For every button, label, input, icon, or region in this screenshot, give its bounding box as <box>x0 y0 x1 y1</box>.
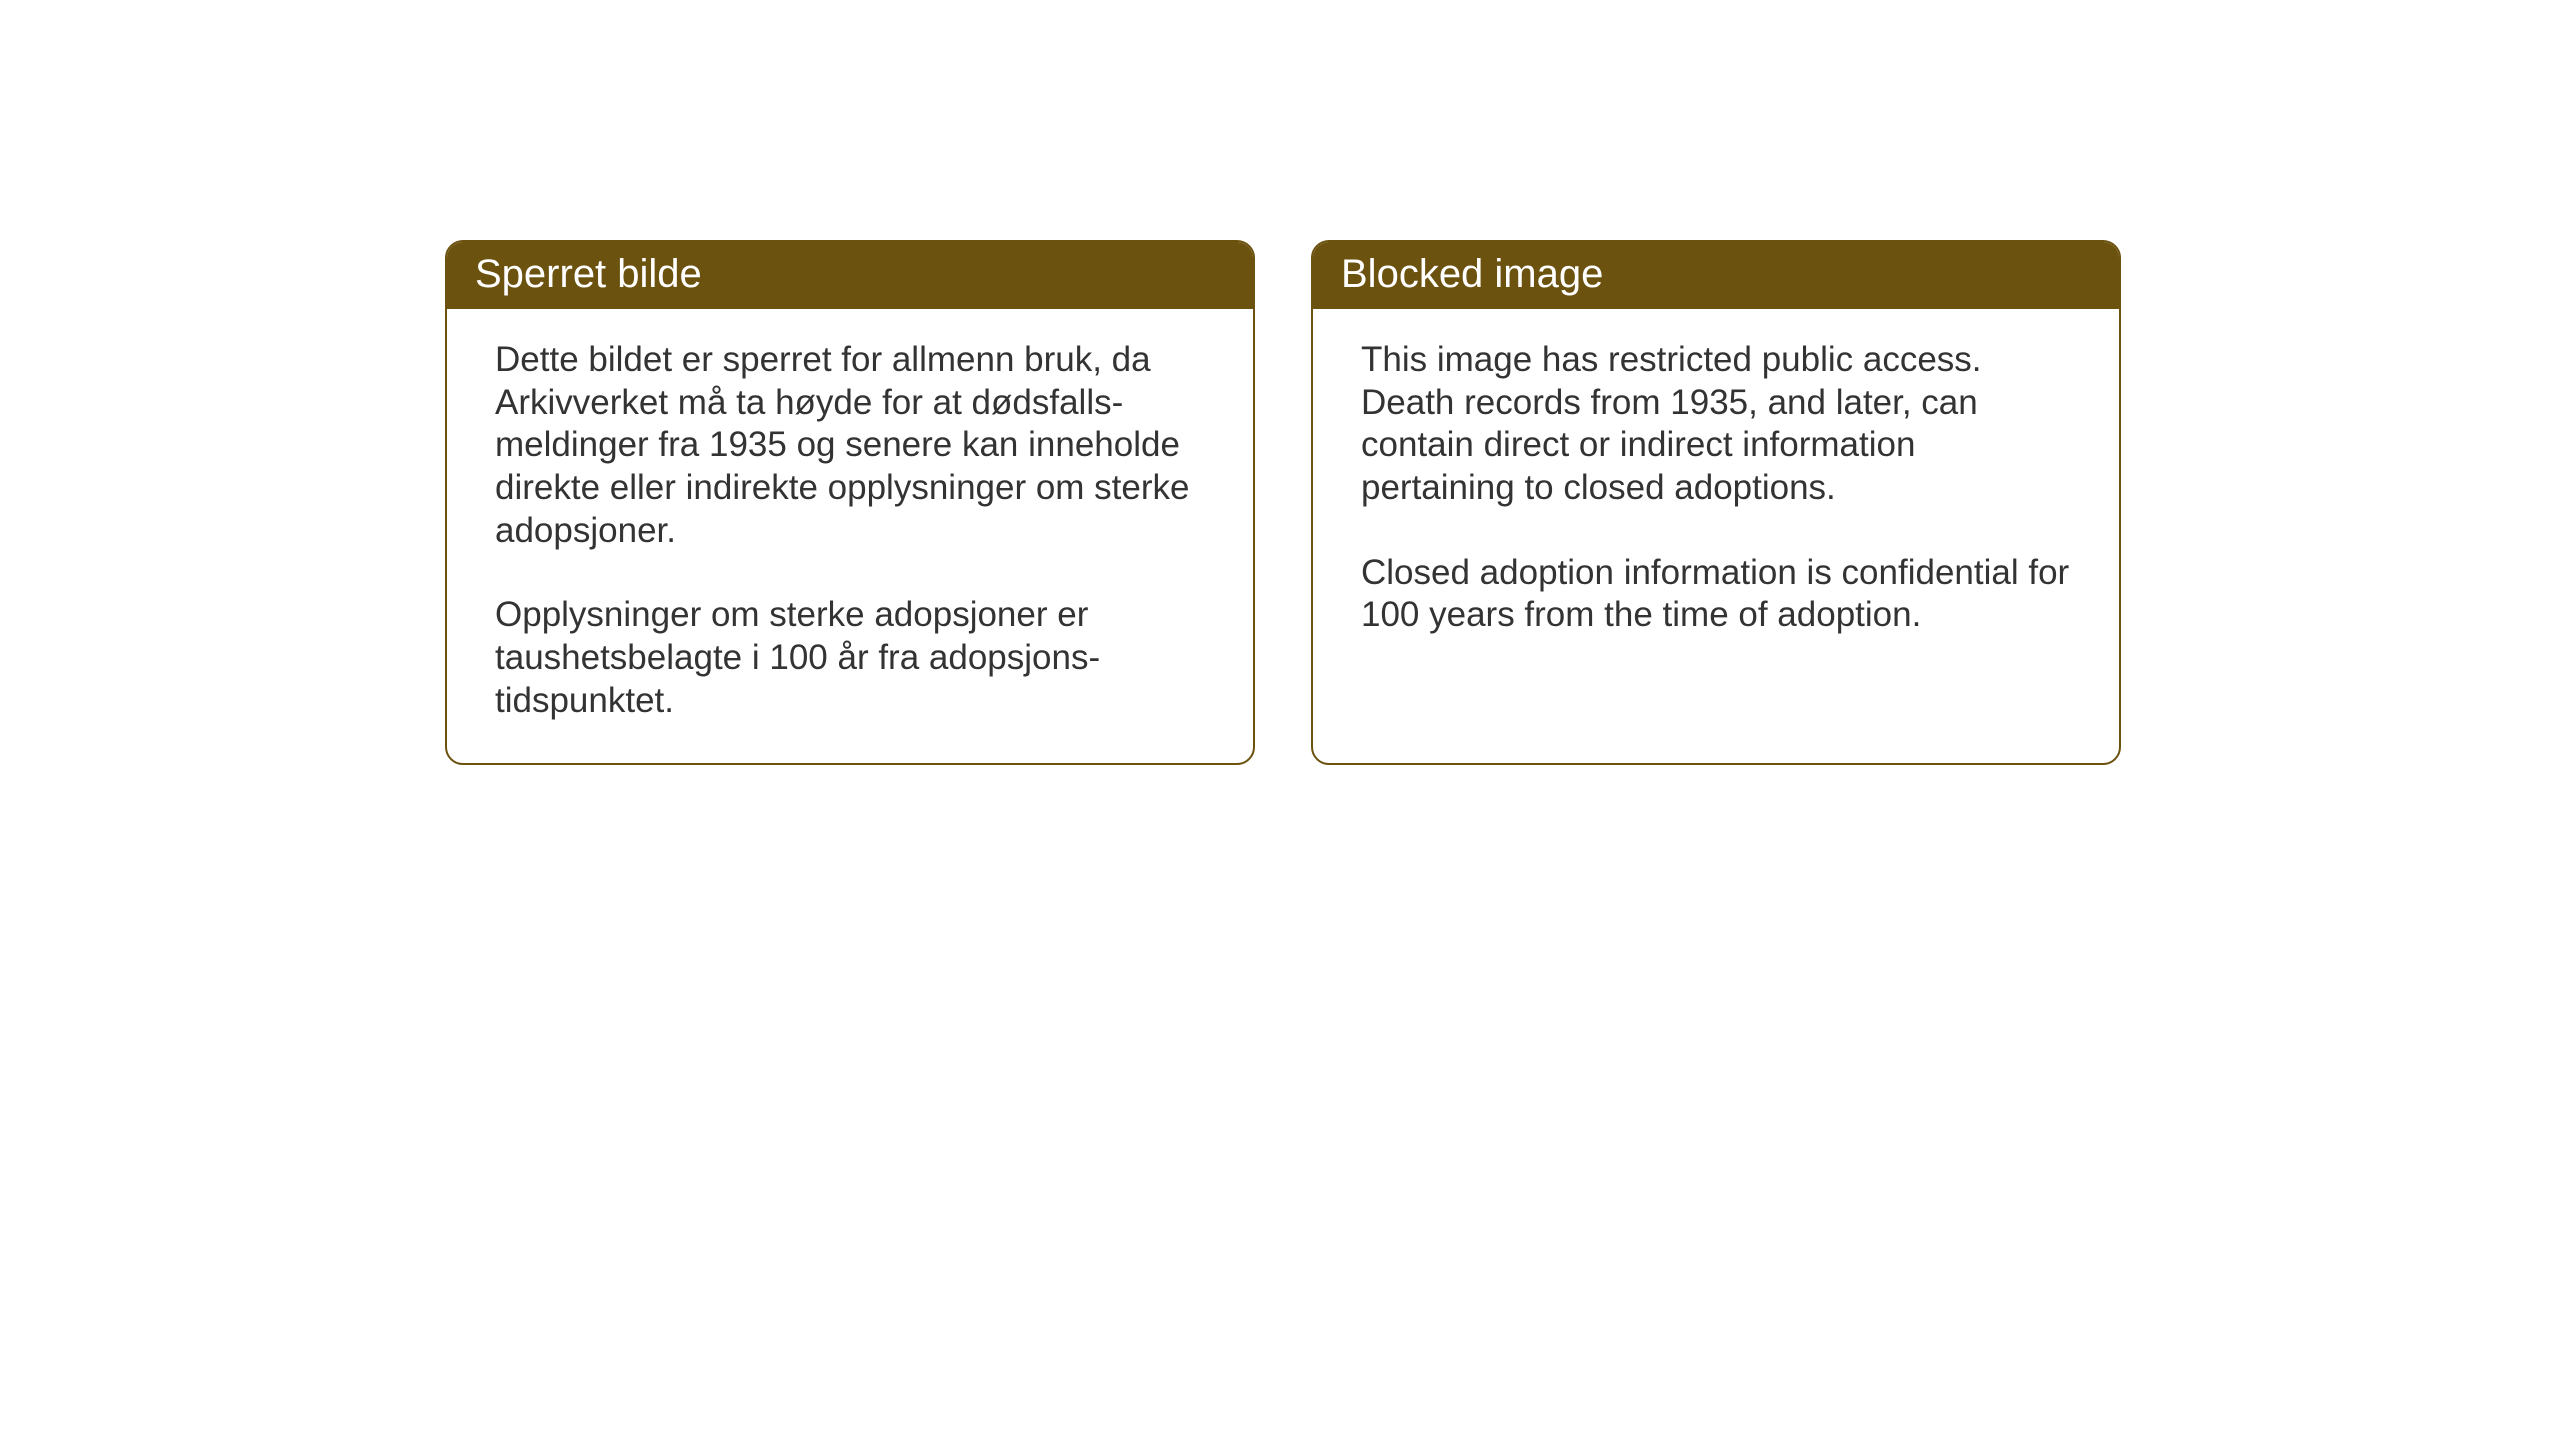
card-english-para2: Closed adoption information is confident… <box>1361 552 2075 637</box>
card-norwegian-header: Sperret bilde <box>447 242 1253 309</box>
card-english-para1: This image has restricted public access.… <box>1361 339 2075 510</box>
card-norwegian-body: Dette bildet er sperret for allmenn bruk… <box>447 309 1253 763</box>
card-norwegian-title: Sperret bilde <box>475 252 702 296</box>
card-norwegian-para2: Opplysninger om sterke adopsjoner er tau… <box>495 594 1209 722</box>
card-english-title: Blocked image <box>1341 252 1603 296</box>
card-norwegian-para1: Dette bildet er sperret for allmenn bruk… <box>495 339 1209 552</box>
cards-container: Sperret bilde Dette bildet er sperret fo… <box>445 240 2121 765</box>
card-norwegian: Sperret bilde Dette bildet er sperret fo… <box>445 240 1255 765</box>
card-english-header: Blocked image <box>1313 242 2119 309</box>
card-english-body: This image has restricted public access.… <box>1313 309 2119 677</box>
card-english: Blocked image This image has restricted … <box>1311 240 2121 765</box>
